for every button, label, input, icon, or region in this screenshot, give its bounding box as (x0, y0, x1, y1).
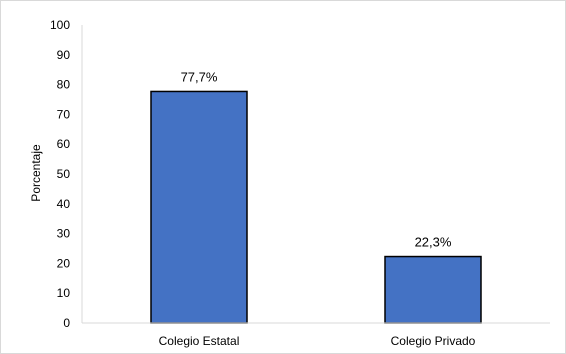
y-tick-label: 90 (57, 48, 71, 62)
y-axis: 0 10 20 30 40 50 60 70 80 90 100 (50, 18, 83, 330)
y-tick-label: 100 (50, 18, 70, 32)
y-tick-label: 0 (63, 316, 70, 330)
y-axis-title: Porcentaje (29, 144, 43, 202)
y-tick-label: 20 (57, 256, 71, 270)
y-tick-label: 60 (57, 137, 71, 151)
bar-2 (384, 255, 482, 324)
y-tick-label: 30 (57, 227, 71, 241)
bar-1 (150, 90, 248, 324)
x-category-label-1: Colegio Estatal (159, 334, 240, 348)
bars: 77,7% 22,3% (150, 69, 482, 324)
y-tick-label: 80 (57, 78, 71, 92)
data-label-2: 22,3% (415, 235, 452, 250)
y-tick-label: 50 (57, 167, 71, 181)
x-axis: Colegio Estatal Colegio Privado (82, 322, 550, 348)
data-label-1: 77,7% (181, 69, 218, 84)
y-tick-label: 10 (57, 286, 71, 300)
y-tick-label: 70 (57, 107, 71, 121)
x-category-label-2: Colegio Privado (391, 334, 476, 348)
y-tick-label: 40 (57, 197, 71, 211)
